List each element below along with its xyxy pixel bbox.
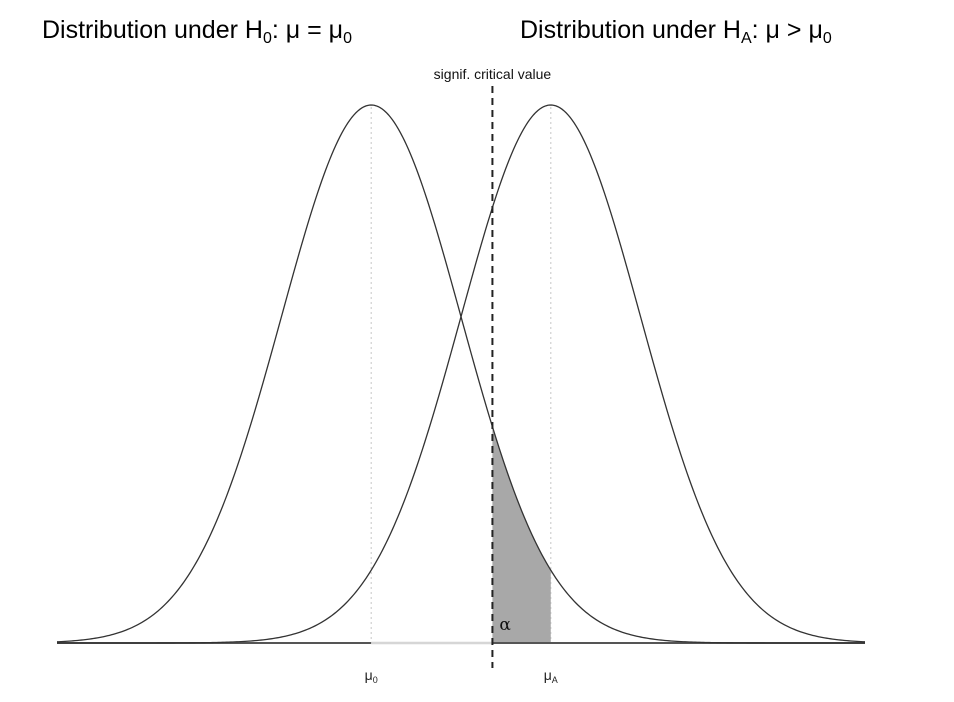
x-tick-label: μ0 [365, 667, 378, 685]
right-title-ref-mu: μ [808, 16, 823, 44]
left-title-hypothesis: H [244, 16, 263, 44]
left-title-ref-sub: 0 [343, 30, 352, 47]
right-title-mu: μ [765, 16, 780, 44]
left-title-prefix: Distribution under [42, 16, 245, 44]
right-title-colon: : [751, 16, 766, 44]
x-tick-label: μA [544, 667, 558, 685]
left-title-hypothesis-sub: 0 [262, 30, 272, 47]
right-title-ref-sub: 0 [822, 30, 832, 47]
critical-value-label: signif. critical value [434, 66, 552, 82]
right-title-hypothesis-sub: A [740, 30, 752, 47]
left-title-ref-mu: μ [328, 16, 344, 44]
alternative-distribution-curve [57, 104, 866, 644]
left-title-operator: = [300, 16, 329, 44]
left-title-mu: μ [285, 16, 301, 44]
left-title-colon: : [271, 16, 286, 44]
right-title-prefix: Distribution under [520, 16, 723, 44]
alpha-region [492, 426, 551, 643]
mean-guides [370, 106, 552, 643]
right-title: Distribution under HA: μ > μ0 [520, 18, 832, 47]
x-tick-labels: μ0 μA [365, 667, 558, 685]
null-distribution-curve [56, 104, 865, 644]
right-title-hypothesis: H [722, 16, 741, 44]
left-title: Distribution under H0: μ = μ0 [42, 18, 352, 47]
right-title-operator: > [779, 16, 809, 44]
alpha-label: α [499, 615, 511, 635]
